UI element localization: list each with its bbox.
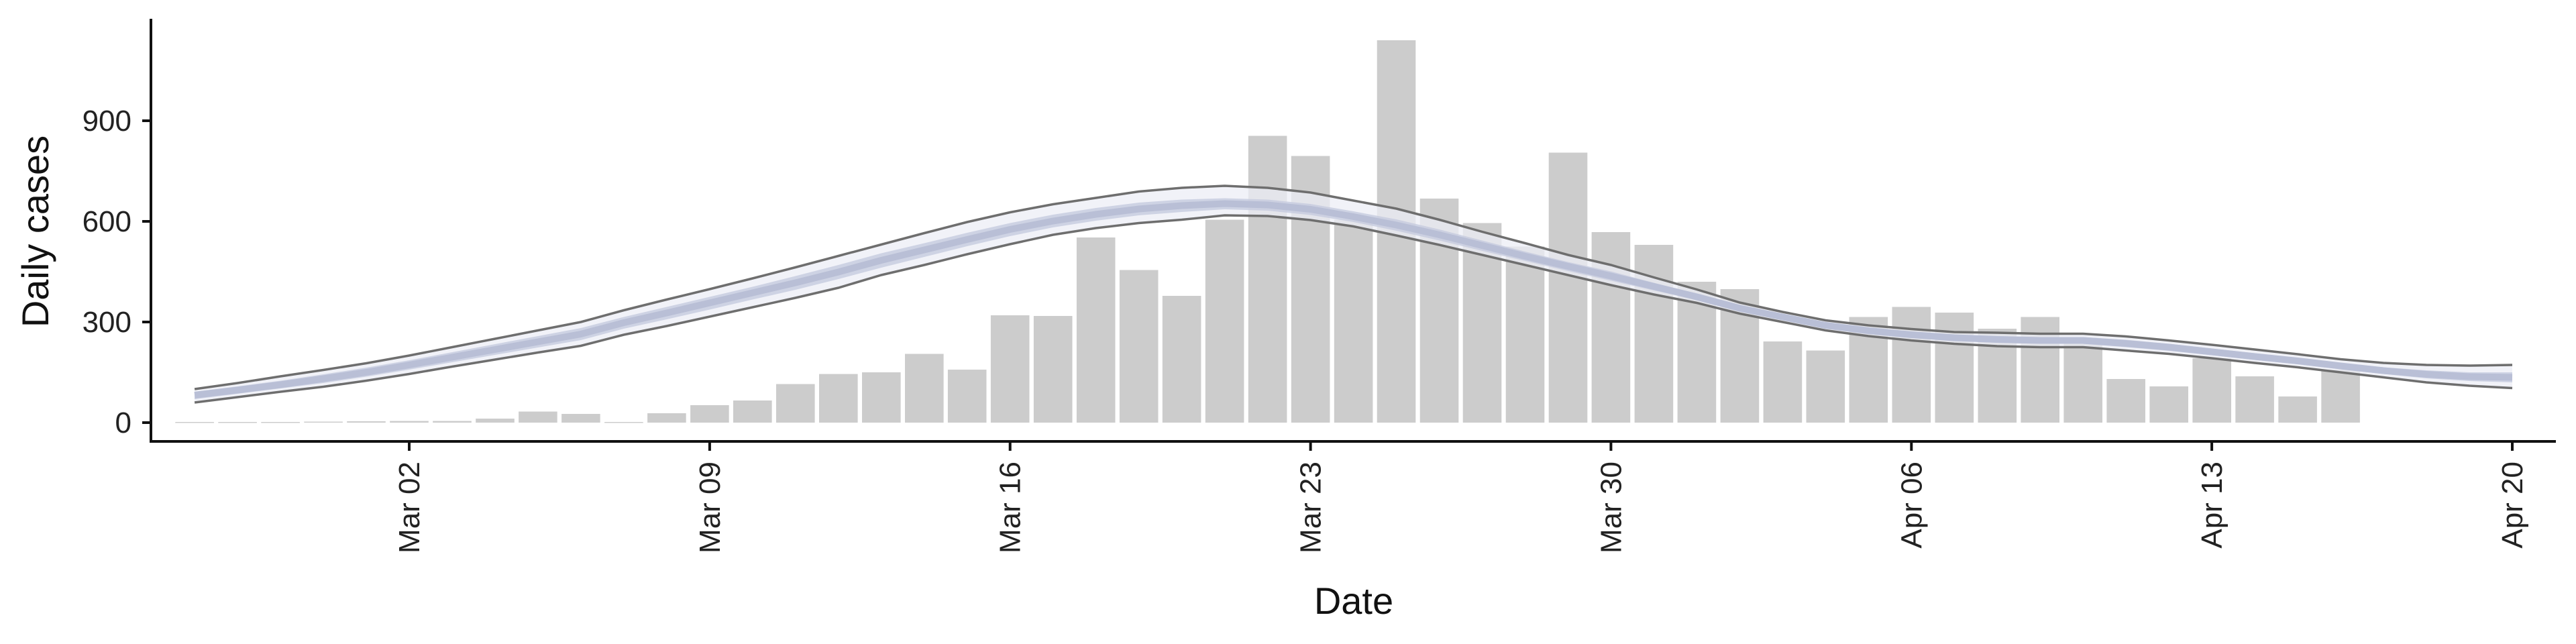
bar bbox=[819, 374, 858, 423]
bar bbox=[1892, 307, 1931, 423]
bar bbox=[1334, 219, 1373, 423]
bar bbox=[433, 421, 472, 423]
x-tick-label: Mar 16 bbox=[994, 462, 1027, 553]
bar bbox=[1033, 316, 1073, 423]
bar bbox=[304, 421, 343, 423]
x-axis-title: Date bbox=[1314, 580, 1393, 622]
bar bbox=[1806, 350, 1845, 423]
bar bbox=[2063, 339, 2102, 423]
bar bbox=[261, 422, 300, 423]
bar bbox=[1119, 270, 1159, 423]
y-axis-title: Daily cases bbox=[14, 136, 56, 327]
bar bbox=[476, 419, 515, 423]
axes bbox=[150, 19, 2556, 443]
bar bbox=[733, 400, 772, 423]
bar bbox=[1505, 246, 1545, 423]
bar bbox=[2192, 358, 2231, 423]
projection-bands bbox=[194, 184, 2513, 404]
outer-band-upper-edge bbox=[194, 184, 2513, 390]
bar bbox=[604, 422, 643, 423]
bar bbox=[519, 411, 557, 423]
bar bbox=[390, 421, 429, 423]
bar bbox=[1935, 313, 1974, 423]
bar bbox=[990, 315, 1030, 423]
bar bbox=[347, 421, 386, 423]
bar bbox=[175, 422, 214, 423]
x-tick-label: Apr 20 bbox=[2496, 462, 2529, 549]
x-tick-label: Mar 23 bbox=[1295, 462, 1328, 553]
bar bbox=[776, 384, 815, 423]
bar bbox=[690, 405, 729, 423]
bar bbox=[647, 413, 686, 423]
median-line bbox=[194, 200, 2513, 398]
bar bbox=[2149, 386, 2188, 423]
bar bbox=[1076, 237, 1116, 423]
y-tick-label: 900 bbox=[83, 105, 131, 138]
bar bbox=[1548, 152, 1588, 423]
bar-series bbox=[175, 40, 2360, 423]
bar bbox=[947, 370, 987, 423]
y-axis-ticks: 0 300 600 900 bbox=[83, 105, 151, 439]
bar bbox=[2321, 370, 2360, 423]
bar bbox=[2235, 376, 2274, 423]
x-tick-label: Apr 13 bbox=[2196, 462, 2229, 549]
bar bbox=[905, 354, 944, 423]
x-tick-label: Mar 02 bbox=[393, 462, 426, 553]
x-axis-ticks: Mar 02 Mar 09 Mar 16 Mar 23 Mar 30 Apr 06 Apr … bbox=[393, 441, 2529, 553]
outer-band-lower-edge bbox=[194, 214, 2513, 404]
bar bbox=[862, 372, 901, 423]
bar bbox=[561, 414, 600, 423]
x-tick-label: Mar 30 bbox=[1595, 462, 1627, 553]
bar bbox=[2278, 396, 2317, 423]
bar bbox=[1763, 341, 1803, 423]
bar bbox=[1634, 245, 1674, 423]
y-tick-label: 0 bbox=[115, 407, 131, 439]
y-tick-label: 600 bbox=[83, 205, 131, 238]
x-tick-label: Mar 09 bbox=[694, 462, 727, 553]
bar bbox=[1162, 296, 1201, 423]
bar bbox=[218, 422, 257, 423]
bar bbox=[1248, 136, 1287, 423]
bar bbox=[2106, 379, 2145, 423]
x-tick-label: Apr 06 bbox=[1895, 462, 1928, 549]
y-tick-label: 300 bbox=[83, 306, 131, 339]
bar bbox=[1205, 219, 1244, 423]
